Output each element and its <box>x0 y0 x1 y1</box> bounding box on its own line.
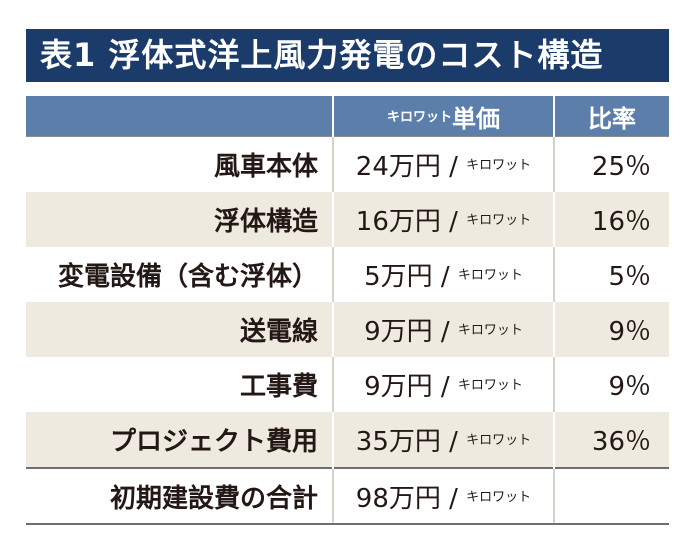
row-price: 16万円 / キロワット <box>333 192 555 247</box>
row-ratio: 9％ <box>554 357 669 412</box>
row-price: 24万円 / キロワット <box>333 136 555 192</box>
table-row: 送電線 9万円 / キロワット 9％ <box>26 302 669 357</box>
header-ratio: 比率 <box>554 96 669 137</box>
price-unit: キロワット <box>457 378 523 393</box>
table-header-row: キロワット単価 比率 <box>26 96 669 137</box>
price-value: 9万円 / <box>364 372 450 402</box>
table-title: 表1 浮体式洋上風力発電のコスト構造 <box>26 29 669 82</box>
row-name: 送電線 <box>26 302 334 357</box>
row-name: 工事費 <box>26 357 334 412</box>
row-name: 変電設備（含む浮体） <box>26 247 334 302</box>
row-ratio: 25％ <box>554 136 669 192</box>
row-price: 35万円 / キロワット <box>333 412 555 468</box>
row-name: プロジェクト費用 <box>26 412 334 468</box>
table-row: 風車本体 24万円 / キロワット 25％ <box>26 136 669 192</box>
row-name: 風車本体 <box>26 136 334 192</box>
row-ratio: 5％ <box>554 247 669 302</box>
total-row: 初期建設費の合計 98万円 / キロワット <box>26 467 669 525</box>
price-unit: キロワット <box>466 489 532 505</box>
price-value: 35万円 / <box>355 427 458 457</box>
price-unit: キロワット <box>466 158 532 173</box>
header-price-label: 単価 <box>452 104 500 133</box>
price-unit: キロワット <box>466 433 532 448</box>
header-unit-label: キロワット <box>386 109 452 125</box>
table-row: 浮体構造 16万円 / キロワット 16％ <box>26 192 669 247</box>
row-ratio: 16％ <box>554 192 669 247</box>
cost-structure-table: キロワット単価 比率 風車本体 24万円 / キロワット 25％ 浮体構造 16… <box>26 96 669 525</box>
price-value: 24万円 / <box>355 152 458 182</box>
price-unit: キロワット <box>457 323 523 338</box>
price-unit: キロワット <box>457 268 523 283</box>
row-price: 9万円 / キロワット <box>333 357 555 412</box>
table-row: 工事費 9万円 / キロワット 9％ <box>26 357 669 412</box>
row-price: 9万円 / キロワット <box>333 302 555 357</box>
price-value: 9万円 / <box>364 317 450 347</box>
total-price: 98万円 / キロワット <box>333 467 555 525</box>
row-ratio: 36％ <box>554 412 669 468</box>
row-name: 浮体構造 <box>26 192 334 247</box>
row-price: 5万円 / キロワット <box>333 247 555 302</box>
price-unit: キロワット <box>466 213 532 228</box>
price-value: 16万円 / <box>355 207 458 237</box>
header-unit-price: キロワット単価 <box>333 96 555 137</box>
row-ratio: 9％ <box>554 302 669 357</box>
header-item <box>26 96 334 137</box>
price-value: 5万円 / <box>364 262 450 292</box>
table-row: プロジェクト費用 35万円 / キロワット 36％ <box>26 412 669 468</box>
total-ratio <box>554 467 669 525</box>
total-name: 初期建設費の合計 <box>26 467 334 525</box>
price-value: 98万円 / <box>355 483 458 514</box>
table-row: 変電設備（含む浮体） 5万円 / キロワット 5％ <box>26 247 669 302</box>
